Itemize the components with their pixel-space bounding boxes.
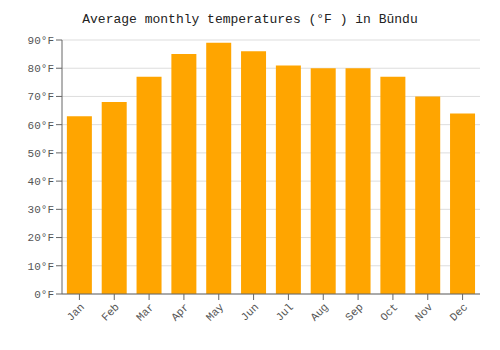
svg-text:Nov: Nov [413, 301, 436, 324]
svg-text:May: May [204, 301, 227, 324]
svg-text:10°F: 10°F [28, 261, 54, 273]
svg-text:Dec: Dec [448, 301, 470, 323]
svg-text:Oct: Oct [378, 301, 400, 323]
svg-text:Apr: Apr [169, 301, 191, 323]
svg-text:40°F: 40°F [28, 176, 54, 188]
svg-text:Sep: Sep [343, 301, 365, 323]
svg-text:Mar: Mar [134, 301, 156, 323]
svg-text:60°F: 60°F [28, 120, 54, 132]
svg-text:30°F: 30°F [28, 204, 54, 216]
svg-text:Jul: Jul [274, 301, 296, 323]
svg-text:80°F: 80°F [28, 63, 54, 75]
svg-text:Aug: Aug [308, 301, 330, 323]
svg-text:Jun: Jun [239, 301, 261, 323]
svg-text:Feb: Feb [99, 301, 121, 323]
svg-text:20°F: 20°F [28, 232, 54, 244]
svg-text:Jan: Jan [65, 301, 87, 323]
svg-text:70°F: 70°F [28, 91, 54, 103]
svg-text:90°F: 90°F [28, 35, 54, 47]
svg-text:0°F: 0°F [34, 289, 54, 301]
html-text:Average monthly temperatures (: Average monthly temperatures (°F ) in Bū… [82, 12, 418, 27]
svg-text:50°F: 50°F [28, 148, 54, 160]
